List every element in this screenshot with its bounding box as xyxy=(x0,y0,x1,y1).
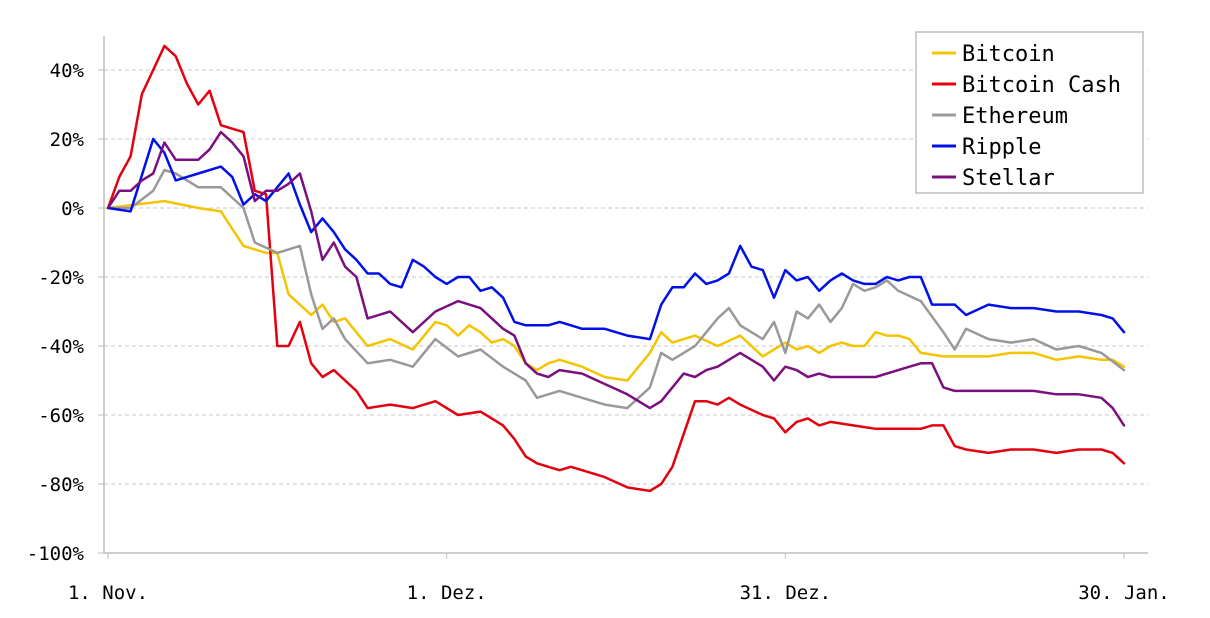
y-tick-label: -100% xyxy=(27,543,85,565)
series-line-bitcoin xyxy=(106,199,1126,382)
legend-label-ripple: Ripple xyxy=(962,135,1041,160)
x-tick-label: 1. Nov. xyxy=(68,582,148,604)
y-tick-label: -40% xyxy=(38,336,84,358)
y-tick-label: -20% xyxy=(38,267,84,289)
legend-label-stellar: Stellar xyxy=(962,166,1055,191)
series-line-ripple xyxy=(106,137,1126,341)
y-tick-label: 20% xyxy=(50,129,85,151)
y-tick-label: 0% xyxy=(61,198,84,220)
legend-label-ethereum: Ethereum xyxy=(962,104,1068,129)
legend-box xyxy=(915,31,1144,194)
y-tick-label: -80% xyxy=(38,474,84,496)
axes: 40% 20% 0% -20% -40% -60% -80% -100% 1. Nov. 1. D… xyxy=(27,36,1170,604)
legend-label-bitcoin: Bitcoin xyxy=(962,42,1055,67)
y-tick-label: 40% xyxy=(50,60,85,82)
x-tick-label: 31. Dez. xyxy=(740,582,832,604)
series-line-stellar xyxy=(106,130,1126,427)
x-tick-label: 1. Dez. xyxy=(407,582,487,604)
x-tick-label: 30. Jan. xyxy=(1078,582,1170,604)
legend-label-bitcoin-cash: Bitcoin Cash xyxy=(962,73,1121,98)
series-lines xyxy=(106,44,1126,493)
y-tick-label: -60% xyxy=(38,405,84,427)
legend: Bitcoin Bitcoin Cash Ethereum Ripple Stellar xyxy=(915,31,1144,194)
series-line-ethereum xyxy=(106,168,1126,410)
series-line-bitcoin-cash xyxy=(106,44,1126,493)
